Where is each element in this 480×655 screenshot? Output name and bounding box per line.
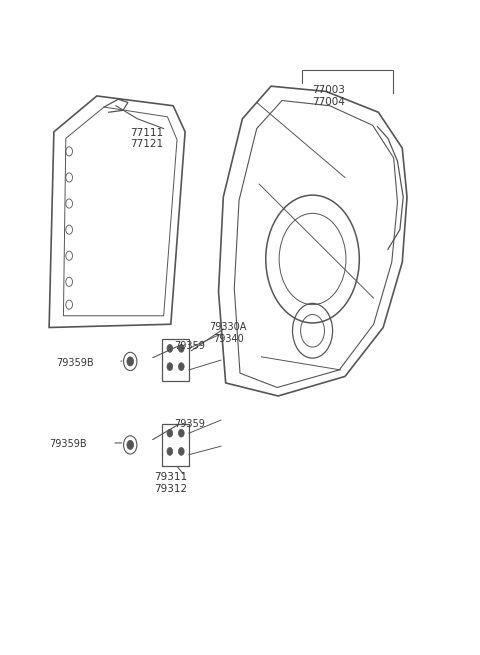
Text: 79359: 79359 [174,341,205,351]
Circle shape [179,345,184,352]
Circle shape [179,429,184,437]
Circle shape [127,440,133,449]
Circle shape [167,363,173,371]
Circle shape [167,345,173,352]
Circle shape [167,447,173,455]
Text: 79359B: 79359B [49,439,87,449]
Text: 79359: 79359 [174,419,205,429]
Circle shape [167,429,173,437]
Circle shape [179,363,184,371]
Text: 77111
77121: 77111 77121 [131,128,164,149]
Text: 77003
77004: 77003 77004 [312,85,345,107]
Circle shape [179,447,184,455]
Circle shape [127,357,133,366]
Text: 79311
79312: 79311 79312 [154,472,187,493]
Text: 79359B: 79359B [57,358,94,368]
Text: 79330A
79340: 79330A 79340 [209,322,247,343]
